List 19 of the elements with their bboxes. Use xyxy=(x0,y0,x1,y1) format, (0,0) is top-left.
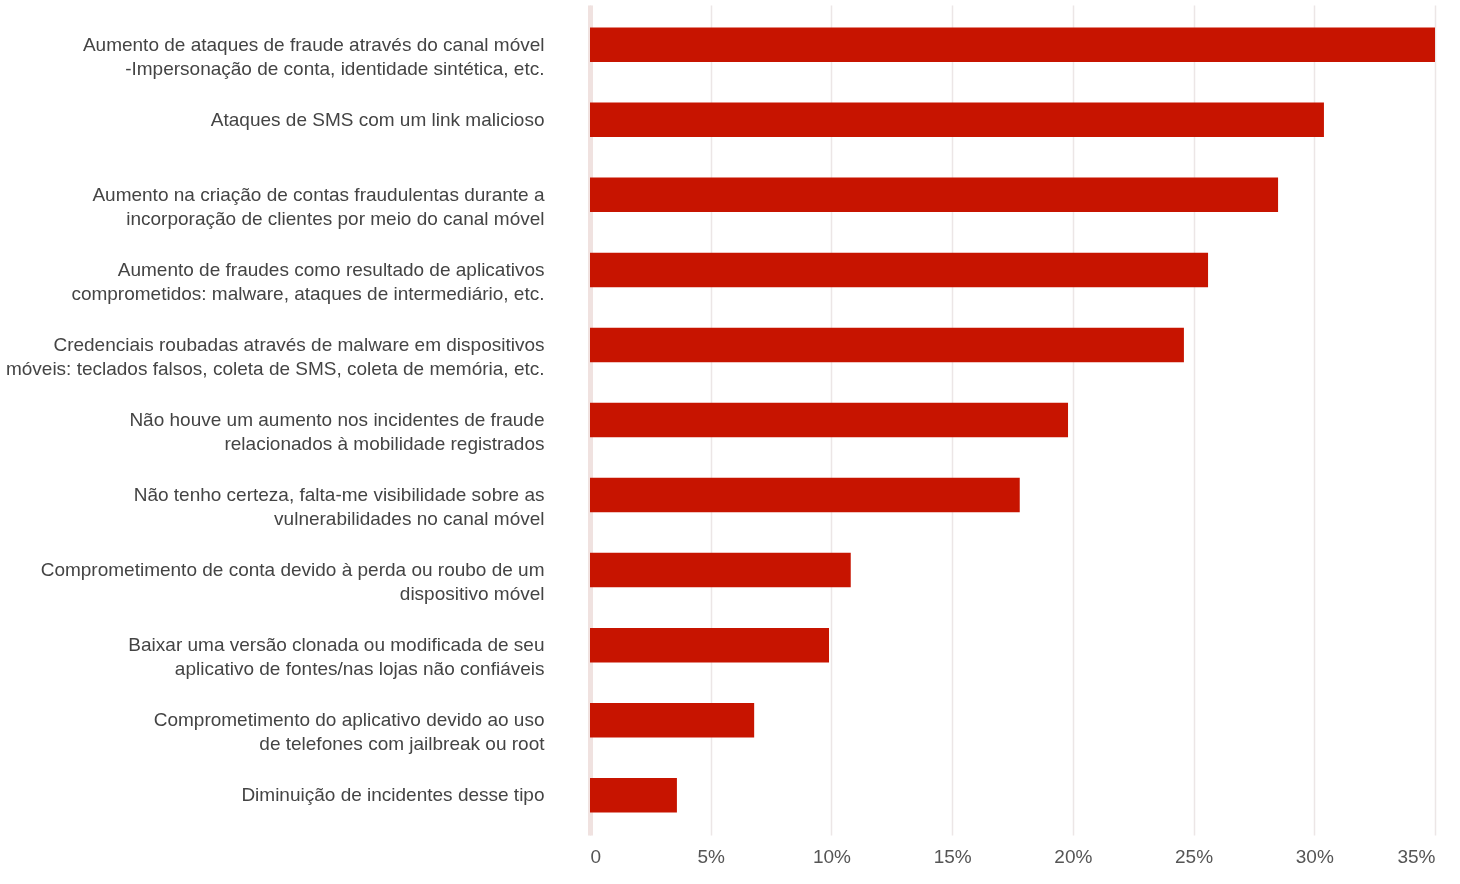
x-tick-label: 25% xyxy=(1175,845,1214,867)
x-tick-label: 20% xyxy=(1054,845,1093,867)
y-tick-label: Credenciais roubadas através de malware em dispositivos móveis: teclados falsos, coleta de SMS, coleta de memória, etc. xyxy=(5,333,545,379)
y-tick-label: Aumento na criação de contas fraudulentas durante a incorporação de clientes por meio do canal móvel xyxy=(92,183,545,229)
x-tick-label: 5% xyxy=(697,845,726,867)
x-tick-label: 0 xyxy=(590,845,602,867)
x-tick-label: 30% xyxy=(1295,845,1334,867)
y-tick-label: Ataques de SMS com um link malicioso xyxy=(210,108,545,130)
y-tick-label: Aumento de ataques de fraude através do canal móvel -Impersonação de conta, identidade sintética, etc. xyxy=(82,33,545,79)
y-tick-label: Aumento de fraudes como resultado de aplicativos comprometidos: malware, ataques de intermediário, etc. xyxy=(71,258,545,304)
y-tick-label: Diminuição de incidentes desse tipo xyxy=(241,784,545,806)
y-tick-label: Comprometimento do aplicativo devido ao uso de telefones com jailbreak ou root xyxy=(153,709,546,755)
y-tick-label: Comprometimento de conta devido à perda ou roubo de um dispositivo móvel xyxy=(40,559,545,605)
y-tick-label: Baixar uma versão clonada ou modificada de seu aplicativo de fontes/nas lojas não confiáveis xyxy=(128,634,545,680)
y-tick-label: Não houve um aumento nos incidentes de fraude relacionados à mobilidade registrados xyxy=(129,409,545,454)
x-tick-label: 35% xyxy=(1397,845,1436,867)
x-tick-label: 10% xyxy=(812,845,852,867)
y-tick-label: Não tenho certeza, falta-me visibilidade sobre as vulnerabilidades no canal móvel xyxy=(133,484,545,530)
x-tick-label: 15% xyxy=(933,845,972,867)
